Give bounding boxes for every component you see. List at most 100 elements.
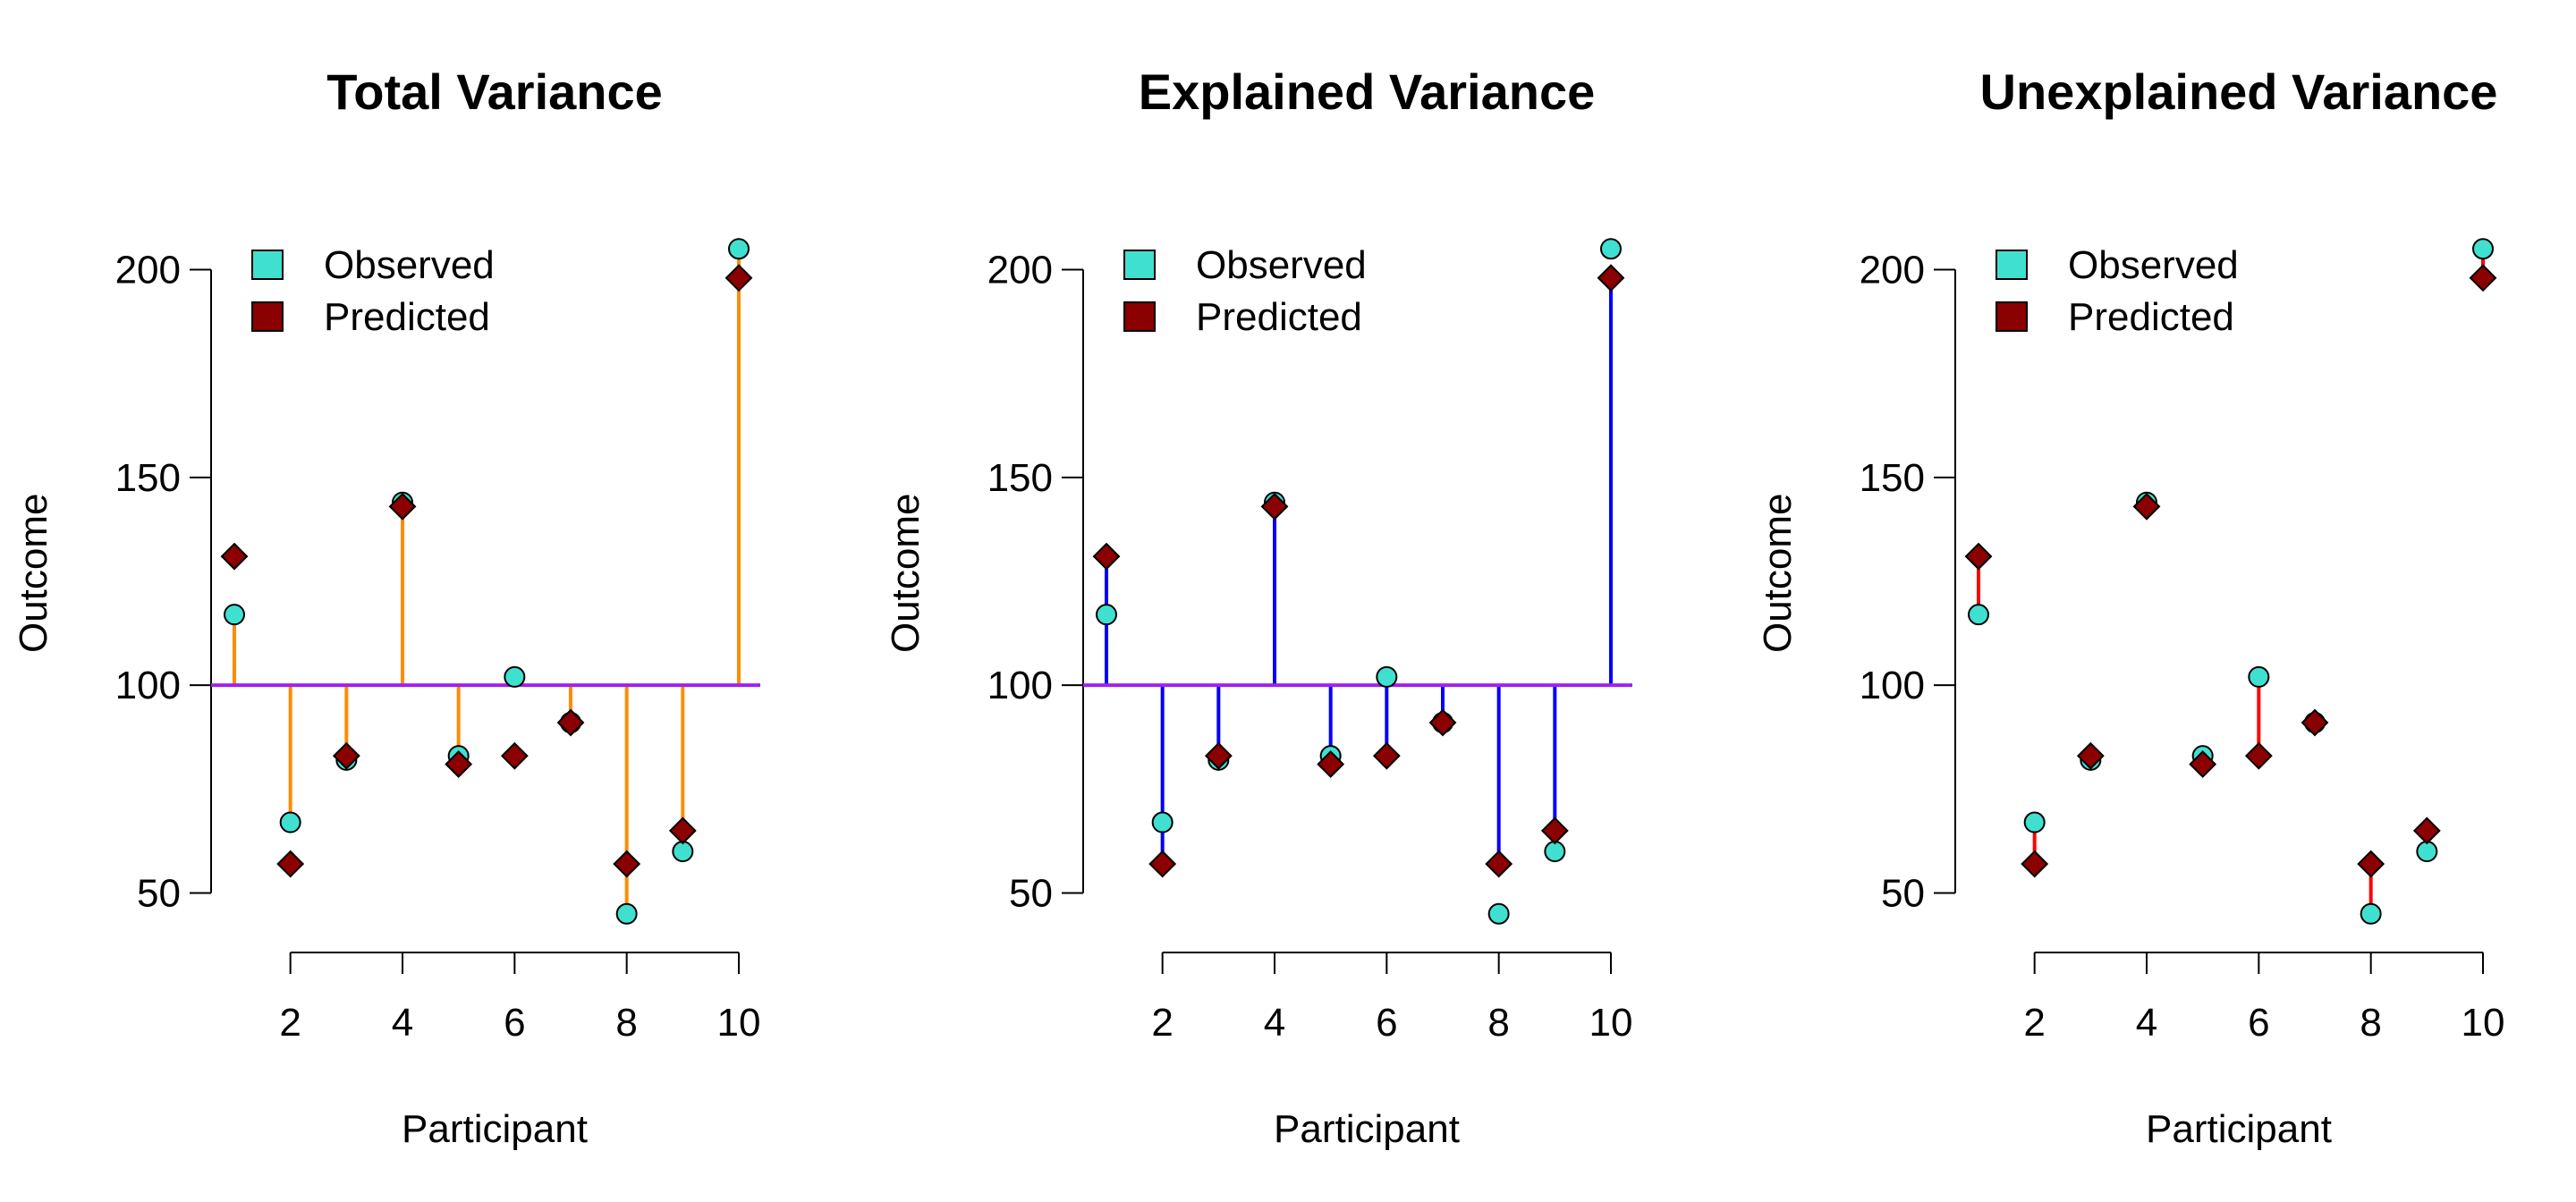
predicted-point <box>2469 264 2497 292</box>
x-axis-label: Participant <box>2146 1107 2332 1151</box>
x-tick-label: 10 <box>2462 1001 2505 1045</box>
observed-point <box>2023 811 2046 834</box>
predicted-point <box>1148 850 1177 878</box>
chart-panel-2: Explained Variance 50 100 150 200 Outcome 2 4 6 8… <box>884 63 1632 1151</box>
observed-point <box>2360 902 2382 925</box>
observed-point <box>1544 841 1566 863</box>
legend-observed-label: Observed <box>324 243 495 287</box>
x-tick-label: 10 <box>1589 1001 1633 1045</box>
x-axis-label: Participant <box>1274 1107 1460 1151</box>
x-tick-label: 2 <box>2023 1001 2045 1045</box>
predicted-point <box>724 264 753 292</box>
y-tick-label: 200 <box>1860 248 1925 292</box>
x-axis-label: Participant <box>402 1107 588 1151</box>
y-tick-label: 200 <box>115 248 181 292</box>
predicted-point <box>388 492 417 521</box>
x-tick-label: 10 <box>717 1001 761 1045</box>
predicted-point <box>668 817 697 845</box>
y-tick-label: 100 <box>1860 664 1925 707</box>
legend-observed-label: Observed <box>1196 243 1367 287</box>
legend-predicted-swatch <box>1996 301 2028 332</box>
y-axis-label: Outcome <box>884 494 928 654</box>
predicted-point <box>1372 741 1401 770</box>
chart-panel-3: Unexplained Variance 50 100 150 200 Outcome 2 4… <box>1756 63 2504 1151</box>
y-axis-label: Outcome <box>12 494 55 654</box>
predicted-point <box>2132 492 2161 521</box>
legend-observed-swatch <box>1123 250 1156 280</box>
predicted-point <box>556 708 585 737</box>
observed-point <box>1968 604 1989 626</box>
predicted-point <box>1260 492 1289 521</box>
legend: Observed Predicted <box>1996 243 2239 339</box>
predicted-point <box>613 850 641 878</box>
legend-predicted-swatch <box>1123 301 1156 332</box>
y-tick-label: 50 <box>1009 872 1053 916</box>
legend-observed-label: Observed <box>2068 243 2239 287</box>
predicted-point <box>1485 850 1513 878</box>
chart-title: Total Variance <box>326 63 663 120</box>
observed-point <box>728 238 750 260</box>
chart-title: Explained Variance <box>1139 63 1595 120</box>
predicted-point <box>1317 750 1345 778</box>
legend-predicted-label: Predicted <box>324 295 490 339</box>
legend-observed-swatch <box>1996 250 2028 280</box>
observed-point <box>1376 665 1398 688</box>
observed-point <box>1487 902 1510 925</box>
predicted-point <box>2357 850 2385 878</box>
legend-predicted-label: Predicted <box>1196 295 1362 339</box>
x-tick-label: 6 <box>1376 1001 1397 1045</box>
legend-observed-swatch <box>251 250 284 280</box>
y-tick-label: 150 <box>1860 456 1925 500</box>
predicted-point <box>1428 708 1457 737</box>
x-tick-label: 8 <box>615 1001 637 1045</box>
predicted-point <box>2301 708 2329 737</box>
predicted-point <box>220 542 249 571</box>
y-tick-label: 50 <box>1881 872 1925 916</box>
observed-point <box>672 841 694 863</box>
observed-point <box>504 665 526 688</box>
x-tick-label: 4 <box>1264 1001 1285 1045</box>
legend-predicted-swatch <box>251 301 284 332</box>
predicted-point <box>2412 817 2441 845</box>
legend: Observed Predicted <box>251 243 495 339</box>
observed-point <box>2248 665 2270 688</box>
y-tick-label: 200 <box>987 248 1053 292</box>
predicted-point <box>2244 741 2273 770</box>
predicted-point <box>1204 741 1233 770</box>
y-tick-label: 50 <box>137 872 181 916</box>
observed-point <box>1151 811 1174 834</box>
legend-predicted-label: Predicted <box>2068 295 2234 339</box>
x-tick-label: 2 <box>279 1001 301 1045</box>
predicted-point <box>1540 817 1569 845</box>
predicted-point <box>1597 264 1625 292</box>
chart-title: Unexplained Variance <box>1980 63 2498 120</box>
chart-panel-1: Total Variance 50 100 150 200 Outcome 2 4 6 8 10 Pa… <box>12 63 760 1151</box>
predicted-point <box>500 741 529 770</box>
predicted-point <box>332 741 360 770</box>
y-tick-label: 150 <box>987 456 1053 500</box>
observed-point <box>615 902 638 925</box>
y-axis-label: Outcome <box>1756 494 1800 654</box>
x-tick-label: 8 <box>1487 1001 1509 1045</box>
y-tick-label: 100 <box>987 664 1053 707</box>
observed-point <box>224 604 245 626</box>
y-tick-label: 100 <box>115 664 181 707</box>
x-tick-label: 6 <box>2248 1001 2269 1045</box>
predicted-point <box>2189 750 2217 778</box>
predicted-point <box>276 850 305 878</box>
legend: Observed Predicted <box>1123 243 1367 339</box>
predicted-point <box>1964 542 1993 571</box>
predicted-point <box>445 750 473 778</box>
predicted-point <box>1092 542 1121 571</box>
observed-point <box>279 811 301 834</box>
observed-point <box>1096 604 1117 626</box>
predicted-point <box>2021 850 2049 878</box>
observed-point <box>2472 238 2494 260</box>
x-tick-label: 6 <box>504 1001 525 1045</box>
observed-point <box>1600 238 1622 260</box>
x-tick-label: 2 <box>1151 1001 1173 1045</box>
predicted-point <box>2076 741 2105 770</box>
observed-point <box>2416 841 2438 863</box>
y-tick-label: 150 <box>115 456 181 500</box>
